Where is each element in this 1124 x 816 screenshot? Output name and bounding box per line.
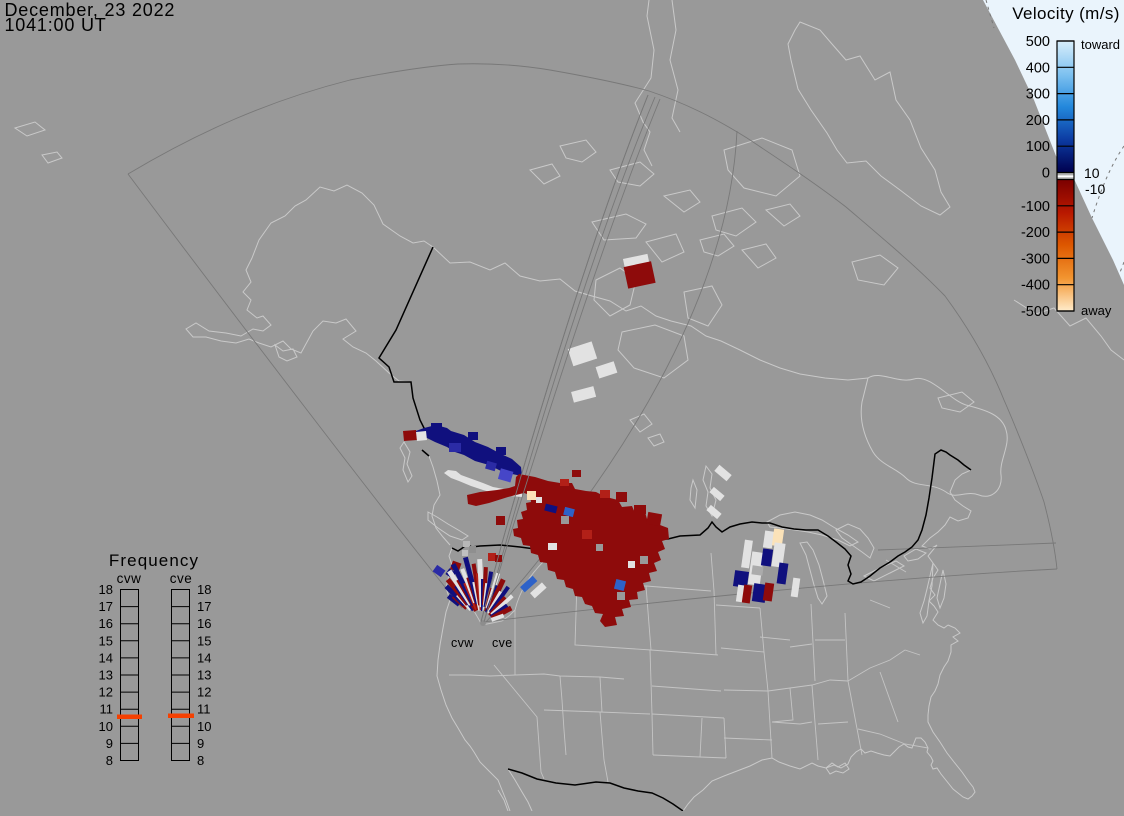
svg-text:200: 200 <box>1026 113 1050 129</box>
svg-text:cve: cve <box>170 571 193 586</box>
svg-text:11: 11 <box>197 702 211 717</box>
svg-text:-300: -300 <box>1021 251 1050 267</box>
svg-text:10: 10 <box>99 719 113 734</box>
svg-text:17: 17 <box>197 599 211 614</box>
svg-text:11: 11 <box>100 702 114 717</box>
svg-text:100: 100 <box>1026 139 1050 155</box>
svg-text:0: 0 <box>1042 166 1050 182</box>
svg-text:15: 15 <box>197 633 211 648</box>
svg-text:16: 16 <box>197 616 211 631</box>
svg-text:cve: cve <box>492 636 513 650</box>
svg-text:8: 8 <box>197 753 204 768</box>
svg-text:-500: -500 <box>1021 304 1050 320</box>
svg-text:12: 12 <box>99 685 113 700</box>
svg-text:8: 8 <box>106 753 113 768</box>
svg-text:17: 17 <box>99 599 113 614</box>
svg-text:500: 500 <box>1026 34 1050 50</box>
svg-text:9: 9 <box>197 736 204 751</box>
svg-text:cvw: cvw <box>117 571 142 586</box>
svg-text:18: 18 <box>197 582 211 597</box>
svg-text:12: 12 <box>197 685 211 700</box>
svg-text:1041:00 UT: 1041:00 UT <box>5 15 107 35</box>
svg-text:10: 10 <box>197 719 211 734</box>
svg-text:16: 16 <box>99 616 113 631</box>
svg-text:toward: toward <box>1081 37 1120 52</box>
svg-text:Frequency: Frequency <box>109 551 199 570</box>
svg-text:Velocity (m/s): Velocity (m/s) <box>1012 4 1120 23</box>
svg-text:away: away <box>1081 303 1112 318</box>
svg-text:-100: -100 <box>1021 199 1050 215</box>
svg-text:15: 15 <box>99 633 113 648</box>
svg-text:14: 14 <box>99 650 113 665</box>
svg-text:13: 13 <box>197 668 211 683</box>
svg-text:9: 9 <box>106 736 113 751</box>
svg-text:10: 10 <box>1084 165 1100 181</box>
svg-text:-10: -10 <box>1085 181 1105 197</box>
svg-text:-200: -200 <box>1021 225 1050 241</box>
svg-text:13: 13 <box>99 668 113 683</box>
svg-text:18: 18 <box>99 582 113 597</box>
svg-text:14: 14 <box>197 650 211 665</box>
svg-text:300: 300 <box>1026 87 1050 103</box>
svg-text:400: 400 <box>1026 60 1050 76</box>
svg-text:-400: -400 <box>1021 278 1050 294</box>
svg-text:December, 23 2022: December, 23 2022 <box>5 0 176 20</box>
svg-text:cvw: cvw <box>451 636 474 650</box>
